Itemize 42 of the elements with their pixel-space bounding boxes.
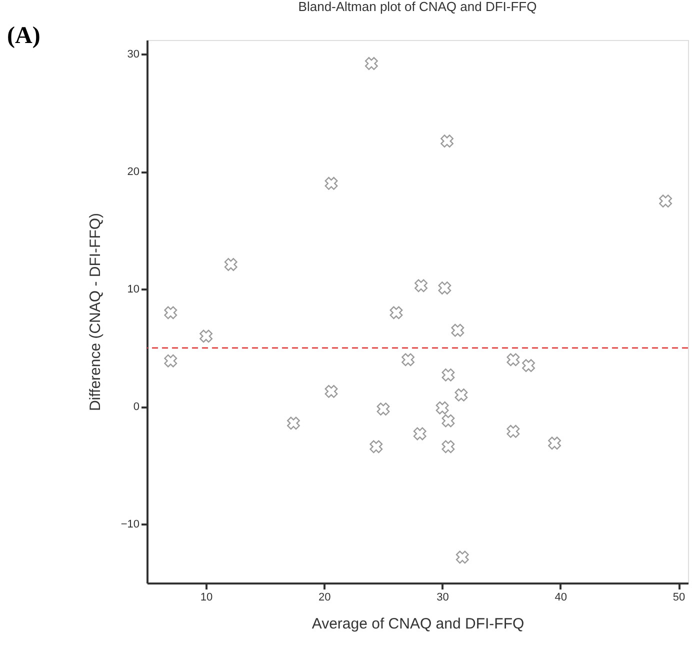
point [438, 282, 452, 294]
y-axis-title: Difference (CNAQ - DFI-FFQ) [86, 212, 104, 412]
point [451, 324, 464, 337]
x-tick-label: 30 [436, 592, 449, 604]
point [200, 330, 213, 343]
y-tick-label: 30 [127, 48, 140, 61]
point [287, 416, 300, 430]
point [390, 306, 403, 320]
point [548, 436, 561, 450]
point [164, 354, 178, 368]
y-tick-label: 10 [127, 284, 140, 296]
y-tick-label: 20 [127, 166, 140, 178]
point [440, 134, 454, 148]
point [402, 353, 415, 366]
point [522, 359, 535, 372]
point [414, 279, 428, 292]
point [413, 427, 426, 440]
text: (A) [7, 23, 40, 49]
point [324, 176, 338, 190]
point [224, 258, 238, 271]
point [364, 57, 378, 70]
point [442, 414, 455, 428]
y-tick-label: 0 [133, 401, 140, 414]
point [324, 384, 338, 398]
x-tick-label: 10 [200, 592, 213, 604]
x-tick-label: 50 [672, 592, 686, 604]
point [376, 402, 390, 416]
x-axis-title: Average of CNAQ and DFI-FFQ [312, 616, 524, 632]
point [370, 440, 383, 454]
x-tick-label: 20 [318, 592, 331, 604]
chart-title: Bland-Altman plot of CNAQ and DFI-FFQ [298, 0, 537, 14]
point [164, 306, 178, 320]
point [454, 388, 468, 402]
point [442, 368, 455, 382]
x-tick-label: 40 [554, 592, 568, 604]
point [506, 424, 520, 438]
point [506, 353, 520, 366]
point [659, 194, 672, 208]
point [436, 401, 449, 414]
point [456, 550, 469, 564]
y-tick-label: −10 [120, 518, 140, 531]
point [442, 440, 455, 454]
